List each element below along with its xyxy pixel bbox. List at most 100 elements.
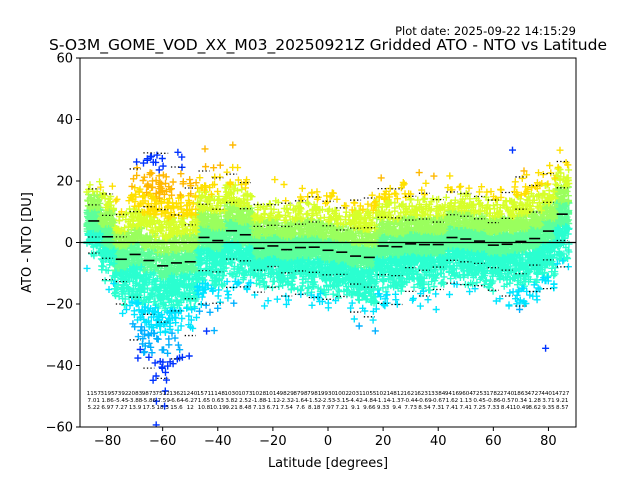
- bin-mean-label: 9.21: [556, 398, 569, 404]
- bin-mean-label: -1.12: [266, 398, 280, 404]
- bin-std-label: 17.5: [143, 405, 156, 411]
- scatter-series: [128, 141, 528, 202]
- bin-count-label: 9873: [142, 391, 157, 397]
- scatter-series: [83, 257, 572, 336]
- bin-std-label: 9.35: [542, 405, 555, 411]
- scatter-series: [97, 146, 572, 222]
- bin-std-label: 8.57: [556, 405, 569, 411]
- x-tick-label: −60: [149, 434, 176, 449]
- bin-mean-label: 1.86: [101, 398, 114, 404]
- scatter-series: [133, 146, 550, 427]
- bin-std-label: 7.27: [115, 405, 128, 411]
- bin-std-label: 5.22: [88, 405, 100, 411]
- y-tick-label: −60: [46, 421, 73, 436]
- bin-count-label: 1148: [211, 391, 226, 397]
- bin-count-label: 1362: [169, 391, 183, 397]
- bin-mean-label: 2.52: [239, 398, 251, 404]
- bin-count-label: 9604: [459, 391, 474, 397]
- bin-mean-label: -3.88: [128, 398, 143, 404]
- bin-mean-label: -4.84: [362, 398, 377, 404]
- bin-std-label: 15.6: [170, 405, 183, 411]
- bin-std-label: 9.66: [363, 405, 376, 411]
- plot-date-subtitle: Plot date: 2025-09-22 14:15:29: [395, 24, 576, 38]
- x-tick-label: 20: [375, 434, 392, 449]
- bin-std-label: 10.8: [198, 405, 211, 411]
- bin-std-label: 7.41: [460, 405, 473, 411]
- bin-std-label: 8.48: [239, 405, 252, 411]
- chart-title: S-O3M_GOME_VOD_XX_M03_20250921Z Gridded …: [49, 36, 607, 55]
- bin-count-label: 6231: [417, 391, 432, 397]
- bin-std-label: 12: [187, 405, 194, 411]
- bin-count-label: 4812: [390, 391, 404, 397]
- bin-mean-label: -0.69: [417, 398, 432, 404]
- bin-mean-label: -4.42: [348, 398, 362, 404]
- bin-count-label: 1621: [404, 391, 419, 397]
- bin-std-label: 8.18: [308, 405, 321, 411]
- bin-std-label: 10.19: [210, 405, 226, 411]
- bin-mean-label: 1.65: [198, 398, 211, 404]
- bin-std-label: 10.49: [513, 405, 529, 411]
- x-tick-label: 60: [485, 434, 502, 449]
- bin-std-label: 9.33: [377, 405, 390, 411]
- bin-count-label: 1021: [376, 391, 391, 397]
- bin-mean-label: -0.57: [500, 398, 515, 404]
- bin-mean-label: -0.67: [431, 398, 446, 404]
- bin-mean-label: -1.52: [307, 398, 321, 404]
- bin-count-label: 4727: [555, 391, 570, 397]
- bin-std-label: 6.97: [101, 405, 114, 411]
- x-axis-ticks: −80 −60 −40 −20 0 20 40 60 80: [94, 427, 557, 449]
- bin-mean-label: -1.14: [376, 398, 391, 404]
- bin-count-label: 1571: [197, 391, 212, 397]
- bin-mean-label: 3.71: [542, 398, 555, 404]
- bin-mean-label: 1.13: [460, 398, 473, 404]
- bin-std-label: 7.13: [253, 405, 266, 411]
- x-tick-label: 80: [540, 434, 557, 449]
- bin-mean-label: -7.59: [155, 398, 170, 404]
- bin-mean-label: -1.37: [390, 398, 405, 404]
- bin-std-label: 7.6: [296, 405, 305, 411]
- bin-std-label: 8.62: [528, 405, 540, 411]
- bin-mean-label: -5.45: [114, 398, 129, 404]
- bin-count-label: 4727: [528, 391, 543, 397]
- bin-mean-label: 7.01: [88, 398, 101, 404]
- scatter-points: [83, 141, 573, 427]
- bin-mean-label: -3.15: [335, 398, 350, 404]
- bin-count-label: 1073: [238, 391, 253, 397]
- bin-mean-label: 0.34: [515, 398, 528, 404]
- y-tick-label: 60: [56, 52, 73, 67]
- bin-mean-label: -6.27: [183, 398, 198, 404]
- bin-count-label: 1055: [362, 391, 377, 397]
- y-tick-label: −20: [46, 298, 73, 313]
- scatter-series: [129, 299, 524, 357]
- bin-std-label: 7.73: [404, 405, 417, 411]
- bin-count-label: 8798: [293, 391, 308, 397]
- y-axis-ticks: −60 −40 −20 0 20 40 60: [46, 52, 80, 436]
- x-tick-label: 40: [430, 434, 447, 449]
- bin-count-label: 7981: [307, 391, 322, 397]
- bin-std-label: 13.9: [129, 405, 142, 411]
- bin-count-label: 1002: [335, 391, 349, 397]
- bin-mean-label: 1.28: [528, 398, 541, 404]
- bin-std-label: 7.97: [322, 405, 335, 411]
- y-tick-label: 40: [56, 113, 73, 128]
- y-tick-label: 0: [65, 236, 73, 251]
- bin-count-label: 1782: [486, 391, 500, 397]
- bin-statistics: [88, 152, 568, 380]
- bin-mean-label: -6.64: [169, 398, 184, 404]
- bin-std-label: 9.4: [392, 405, 401, 411]
- bin-count-label: 1863: [514, 391, 529, 397]
- bin-count-label: 2083: [128, 391, 143, 397]
- bin-count-label: 1028: [252, 391, 267, 397]
- bin-count-label: 1014: [266, 391, 281, 397]
- bin-count-label: 1240: [183, 391, 198, 397]
- bin-std-label: 9.21: [225, 405, 238, 411]
- bin-std-label: 7.54: [280, 405, 293, 411]
- bin-count-label: 3384: [431, 391, 446, 397]
- bin-mean-label: -5.86: [142, 398, 157, 404]
- bin-std-label: 7.33: [487, 405, 500, 411]
- x-tick-label: −80: [94, 434, 121, 449]
- bin-count-label: 2740: [500, 391, 515, 397]
- y-tick-label: 20: [56, 175, 73, 190]
- bin-count-label: 9930: [321, 391, 336, 397]
